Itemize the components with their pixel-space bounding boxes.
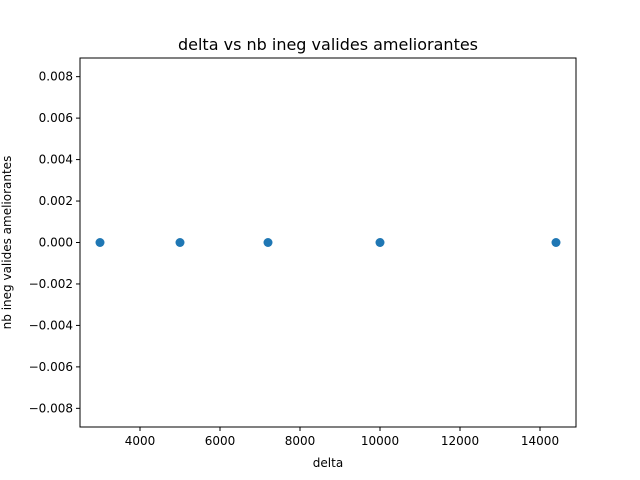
x-axis-label: delta — [313, 456, 343, 470]
y-tick-label: −0.008 — [29, 401, 73, 415]
scatter-point — [375, 238, 385, 247]
x-tick-label: 14000 — [521, 434, 559, 448]
plot-area — [80, 58, 576, 427]
x-tick-label: 4000 — [125, 434, 156, 448]
y-axis-label: nb ineg valides ameliorantes — [0, 156, 14, 330]
scatter-point — [95, 238, 105, 247]
y-tick-label: 0.004 — [39, 153, 73, 167]
data-points — [95, 238, 561, 247]
chart-title: delta vs nb ineg valides ameliorantes — [178, 35, 478, 54]
x-tick-label: 6000 — [205, 434, 236, 448]
y-tick-label: −0.002 — [29, 277, 73, 291]
x-tick-label: 10000 — [361, 434, 399, 448]
scatter-point — [263, 238, 273, 247]
x-axis-ticks: 4000 6000 8000 10000 12000 14000 — [125, 427, 559, 448]
scatter-point — [175, 238, 185, 247]
y-tick-label: 0.000 — [39, 236, 73, 250]
y-tick-label: −0.006 — [29, 360, 73, 374]
y-axis-ticks: −0.008 −0.006 −0.004 −0.002 0.000 0.002 0.004 0… — [29, 70, 80, 415]
scatter-point — [551, 238, 561, 247]
y-tick-label: 0.006 — [39, 111, 73, 125]
x-tick-label: 8000 — [285, 434, 316, 448]
y-tick-label: 0.002 — [39, 194, 73, 208]
x-tick-label: 12000 — [441, 434, 479, 448]
y-tick-label: 0.008 — [39, 70, 73, 84]
y-tick-label: −0.004 — [29, 318, 73, 332]
plot-frame — [79, 57, 577, 428]
